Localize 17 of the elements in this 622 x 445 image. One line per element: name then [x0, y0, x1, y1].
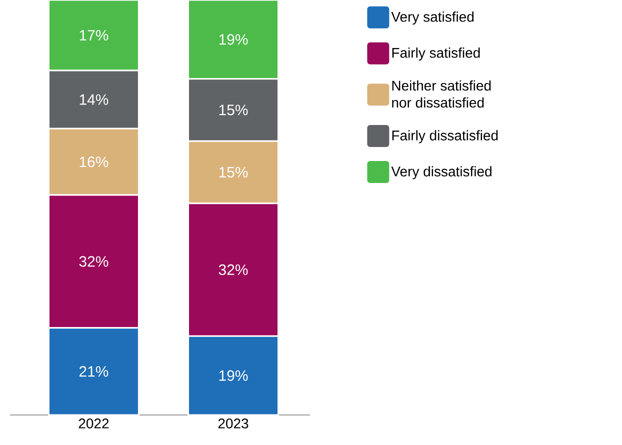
legend-label: Very satisfied — [391, 12, 474, 25]
data-label: 32% — [218, 264, 248, 276]
data-label: 16% — [80, 156, 108, 168]
data-label: 32% — [79, 256, 108, 267]
data-label: 19% — [219, 370, 248, 381]
data-label: 21% — [79, 366, 108, 377]
x-tick-label: 2023 — [218, 418, 248, 428]
legend-label: Fairly dissatisfied — [392, 130, 498, 144]
data-label: 14% — [80, 94, 108, 105]
data-label: 15% — [219, 104, 248, 116]
legend-label: Neither satisfied nor dissatisfied — [392, 80, 491, 108]
legend-label: Fairly satisfied — [392, 48, 480, 61]
legend-label: Very dissatisfied — [391, 166, 492, 180]
x-tick-label: 2022 — [78, 418, 109, 428]
data-label: 19% — [219, 34, 248, 45]
data-label: 17% — [80, 30, 108, 41]
data-label: 15% — [219, 166, 248, 178]
